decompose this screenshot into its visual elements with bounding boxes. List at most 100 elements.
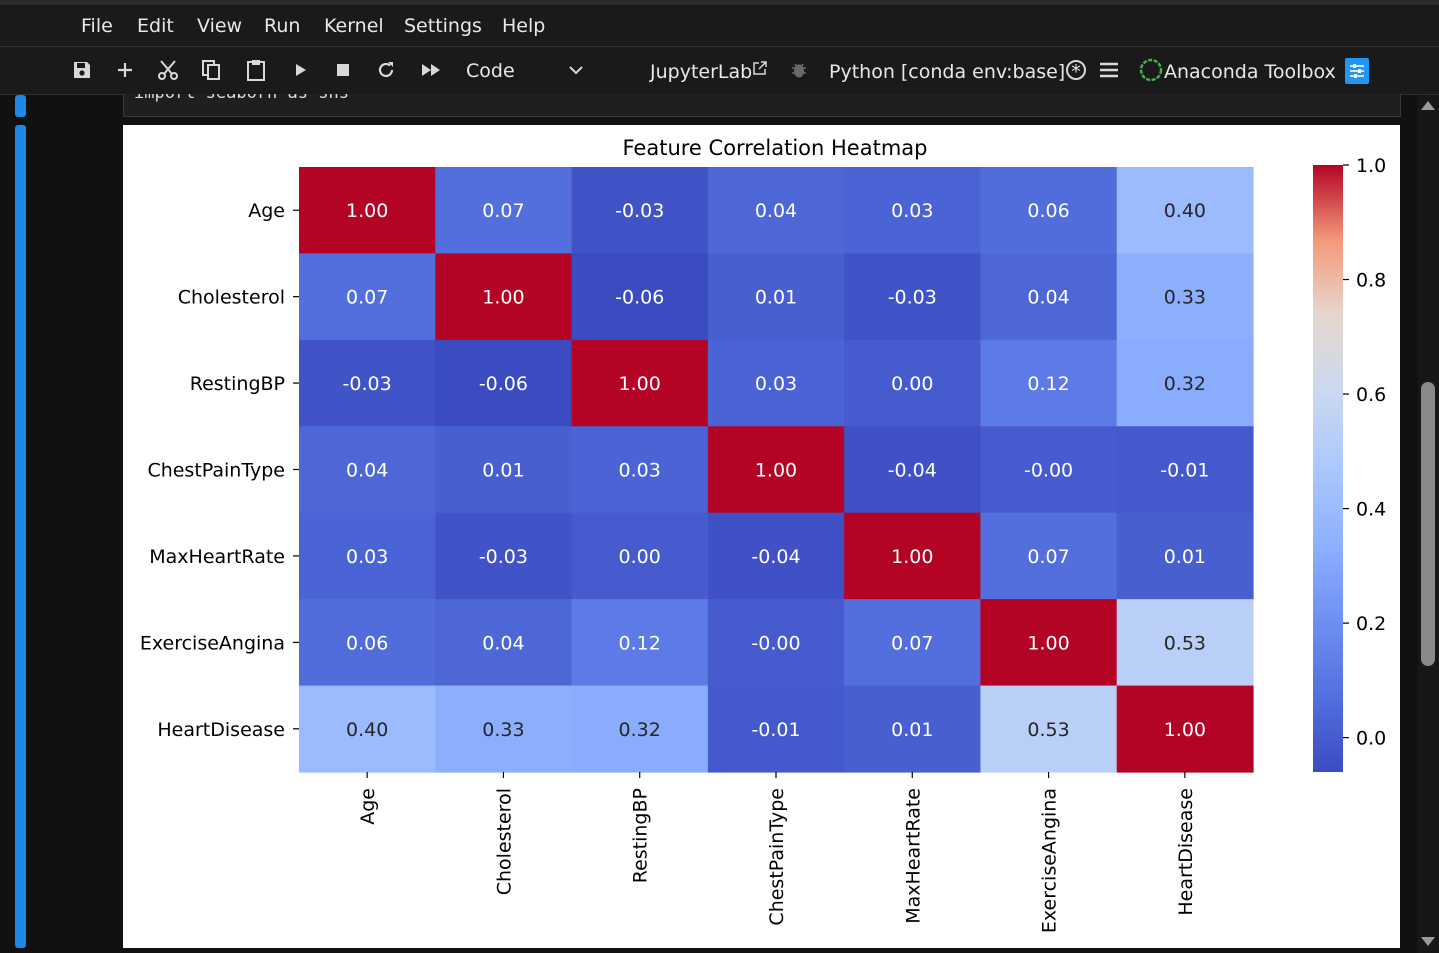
cell-collapser-code[interactable] bbox=[15, 95, 26, 117]
scroll-down-icon[interactable] bbox=[1421, 937, 1435, 946]
restart-icon[interactable] bbox=[374, 55, 398, 85]
heatmap-cell bbox=[299, 512, 436, 600]
stop-icon[interactable] bbox=[331, 55, 355, 85]
cell-annotation: 1.00 bbox=[755, 460, 797, 482]
cell-annotation: 0.06 bbox=[1027, 200, 1069, 222]
heatmap-cell bbox=[1116, 426, 1254, 514]
cell-annotation: 1.00 bbox=[346, 200, 388, 222]
cell-annotation: 0.03 bbox=[891, 200, 933, 222]
bug-icon[interactable] bbox=[787, 55, 811, 85]
cell-annotation: -0.00 bbox=[751, 632, 800, 654]
kernel-name[interactable]: Python [conda env:base] * bbox=[829, 61, 1081, 83]
heatmap-cell bbox=[571, 512, 709, 600]
cell-annotation: -0.04 bbox=[751, 546, 800, 568]
save-icon[interactable] bbox=[70, 55, 94, 85]
scrollbar-thumb[interactable] bbox=[1421, 382, 1435, 666]
cell-annotation: 0.33 bbox=[482, 719, 524, 741]
y-tick-label: RestingBP bbox=[190, 373, 285, 395]
heatmap-cell bbox=[571, 599, 709, 687]
heatmap-cell bbox=[844, 599, 982, 687]
y-tick-label: Age bbox=[248, 200, 285, 222]
cell-annotation: -0.00 bbox=[1024, 460, 1073, 482]
heatmap-cell bbox=[844, 167, 982, 255]
y-tick-label: HeartDisease bbox=[157, 719, 285, 741]
x-tick-label: Age bbox=[357, 788, 379, 825]
external-link-icon[interactable] bbox=[750, 53, 770, 83]
anaconda-icon[interactable] bbox=[1138, 55, 1164, 85]
window-top-edge bbox=[0, 0, 1439, 5]
menu-file[interactable]: File bbox=[81, 15, 113, 37]
menu-help[interactable]: Help bbox=[502, 15, 546, 37]
heatmap-cell bbox=[844, 512, 982, 600]
cell-annotation: 1.00 bbox=[1027, 632, 1069, 654]
code-cell[interactable]: import seaborn as sns··· bbox=[123, 94, 1401, 117]
heatmap-cell bbox=[980, 599, 1118, 687]
cell-output: Feature Correlation Heatmap 1.00 0.07 -0.0… bbox=[123, 125, 1400, 948]
menu-icon[interactable] bbox=[1097, 55, 1121, 85]
cell-annotation: 0.12 bbox=[1027, 373, 1069, 395]
y-tick-label: ChestPainType bbox=[147, 460, 285, 482]
x-tick-label: ChestPainType bbox=[766, 788, 788, 926]
y-tick-label: ExerciseAngina bbox=[140, 632, 285, 654]
copy-icon[interactable] bbox=[199, 55, 223, 85]
anaconda-toolbox-label[interactable]: Anaconda Toolbox bbox=[1164, 61, 1336, 83]
menu-bar: File Edit View Run Kernel Settings Help bbox=[0, 5, 1439, 47]
cell-annotation: 0.03 bbox=[755, 373, 797, 395]
fast-forward-icon[interactable] bbox=[418, 55, 444, 85]
run-icon[interactable] bbox=[288, 55, 312, 85]
cell-annotation: 0.01 bbox=[482, 460, 524, 482]
cell-annotation: 1.00 bbox=[482, 287, 524, 309]
menu-settings[interactable]: Settings bbox=[404, 15, 482, 37]
heatmap-cell bbox=[707, 339, 845, 427]
paste-icon[interactable] bbox=[244, 55, 268, 85]
colorbar-tick-label: 0.6 bbox=[1356, 384, 1386, 406]
add-icon[interactable] bbox=[113, 55, 137, 85]
cell-annotation: -0.03 bbox=[479, 546, 528, 568]
heatmap-cell bbox=[299, 339, 436, 427]
cell-annotation: -0.04 bbox=[888, 460, 937, 482]
cell-annotation: -0.01 bbox=[751, 719, 800, 741]
cell-type-select[interactable]: Code bbox=[466, 60, 515, 82]
chevron-down-icon[interactable] bbox=[565, 55, 587, 85]
heatmap-cell bbox=[980, 685, 1118, 773]
y-tick-label: MaxHeartRate bbox=[149, 546, 285, 568]
menu-run[interactable]: Run bbox=[264, 15, 301, 37]
cell-annotation: 0.00 bbox=[891, 373, 933, 395]
settings-icon[interactable] bbox=[1345, 58, 1369, 84]
heatmap-cell bbox=[980, 512, 1118, 600]
cell-annotation: 0.00 bbox=[619, 546, 661, 568]
colorbar-tick-label: 0.8 bbox=[1356, 270, 1386, 292]
cell-collapser-output[interactable] bbox=[15, 125, 26, 948]
heatmap-cell bbox=[980, 339, 1118, 427]
cell-annotation: 0.07 bbox=[346, 287, 388, 309]
heatmap-cell bbox=[299, 167, 436, 255]
heatmap-cell bbox=[1116, 339, 1254, 427]
heatmap-cell bbox=[435, 599, 573, 687]
jupyterlab-link[interactable]: JupyterLab bbox=[650, 61, 753, 83]
heatmap-cell bbox=[980, 426, 1118, 514]
heatmap-cell bbox=[844, 685, 982, 773]
code-cell-text: import seaborn as sns··· bbox=[134, 94, 380, 103]
cell-annotation: 1.00 bbox=[1164, 719, 1206, 741]
cell-annotation: 0.04 bbox=[1027, 287, 1069, 309]
heatmap-cell bbox=[435, 512, 573, 600]
heatmap-cell bbox=[299, 426, 436, 514]
y-tick-label: Cholesterol bbox=[178, 287, 285, 309]
menu-edit[interactable]: Edit bbox=[137, 15, 174, 37]
heatmap-cell bbox=[1116, 253, 1254, 341]
menu-kernel[interactable]: Kernel bbox=[324, 15, 384, 37]
cell-annotation: 0.04 bbox=[346, 460, 388, 482]
heatmap-cell bbox=[435, 426, 573, 514]
heatmap-cell bbox=[571, 253, 709, 341]
menu-view[interactable]: View bbox=[197, 15, 243, 37]
cell-annotation: 0.06 bbox=[346, 632, 388, 654]
heatmap-cell bbox=[707, 167, 845, 255]
scroll-up-icon[interactable] bbox=[1421, 101, 1435, 110]
cell-annotation: -0.03 bbox=[343, 373, 392, 395]
cut-icon[interactable] bbox=[156, 55, 180, 85]
heatmap-cell bbox=[299, 599, 436, 687]
cell-annotation: 0.07 bbox=[482, 200, 524, 222]
heatmap-cell bbox=[435, 685, 573, 773]
cell-annotation: -0.03 bbox=[888, 287, 937, 309]
cell-annotation: 0.01 bbox=[755, 287, 797, 309]
